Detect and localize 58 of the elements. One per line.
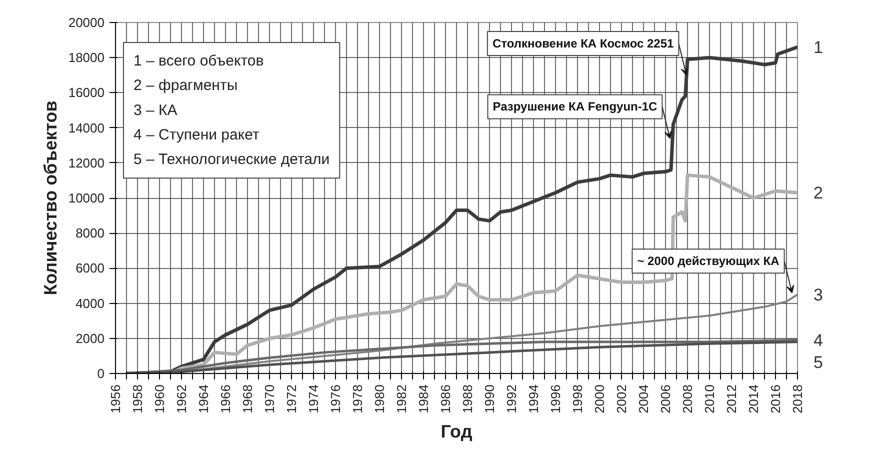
- x-tick-label: 1998: [570, 384, 585, 414]
- x-tick-label: 2008: [680, 384, 695, 414]
- y-tick-label: 10000: [68, 190, 105, 206]
- y-tick-label: 12000: [68, 155, 105, 170]
- x-tick-label: 1974: [306, 384, 321, 414]
- y-tick-label: 14000: [68, 120, 105, 136]
- y-tick-label: 20000: [68, 15, 105, 30]
- x-tick-label: 1962: [174, 384, 189, 414]
- series-label: 2: [814, 184, 823, 203]
- y-tick-label: 8000: [76, 226, 104, 241]
- x-axis-title: Год: [440, 421, 473, 442]
- x-tick-label: 1990: [482, 384, 497, 414]
- x-tick-label: 2002: [614, 384, 629, 414]
- y-axis-title: Количество объектов: [40, 100, 60, 296]
- x-tick-label: 1982: [394, 384, 409, 414]
- annotation: ~ 2000 действующих КА: [637, 254, 780, 268]
- x-tick-label: 1980: [372, 384, 387, 414]
- annotation: 2 – фрагменты: [134, 77, 238, 94]
- y-tick-label: 16000: [68, 85, 105, 100]
- series-label: 1: [814, 38, 823, 58]
- y-tick-label: 4000: [76, 296, 104, 311]
- x-tick-label: 1986: [438, 384, 453, 414]
- annotation: Разрушение КА Fengyun-1C: [492, 100, 658, 114]
- x-tick-label: 2014: [746, 384, 761, 414]
- x-tick-label: 1984: [416, 384, 431, 414]
- x-tick-label: 1992: [504, 384, 519, 414]
- x-tick-label: 1972: [284, 384, 299, 414]
- series-label: 3: [814, 286, 823, 305]
- series-label: 4: [814, 331, 823, 350]
- x-tick-label: 1956: [108, 384, 123, 414]
- x-tick-label: 2000: [592, 384, 607, 414]
- x-tick-label: 1996: [548, 384, 563, 414]
- annotation: 4 – Ступени ракет: [134, 126, 260, 144]
- x-tick-label: 1966: [218, 384, 233, 414]
- x-tick-label: 2004: [636, 384, 651, 414]
- x-tick-label: 1978: [350, 384, 365, 414]
- x-tick-label: 1964: [196, 384, 211, 414]
- x-tick-label: 2018: [790, 384, 805, 414]
- annotation: 3 – КА: [134, 102, 178, 119]
- x-tick-label: 1994: [526, 384, 541, 414]
- y-tick-label: 0: [97, 366, 105, 381]
- x-tick-label: 2010: [702, 384, 717, 414]
- x-tick-label: 1958: [130, 384, 145, 414]
- x-tick-label: 2016: [768, 384, 783, 414]
- x-tick-label: 1960: [152, 384, 167, 414]
- series-label: 5: [814, 353, 823, 372]
- annotation: 5 – Технологические детали: [134, 151, 330, 168]
- y-tick-label: 18000: [68, 50, 105, 66]
- annotation: Столкновение КА Космос 2251: [492, 36, 674, 51]
- x-tick-label: 2012: [724, 384, 739, 414]
- x-tick-label: 1976: [328, 384, 343, 414]
- y-tick-label: 6000: [76, 260, 104, 276]
- x-tick-label: 1968: [240, 384, 255, 414]
- x-tick-label: 1988: [460, 384, 475, 414]
- x-tick-label: 2006: [658, 384, 673, 414]
- x-tick-label: 1970: [262, 384, 277, 414]
- y-tick-label: 2000: [76, 330, 104, 346]
- annotation: 1 – всего объектов: [134, 52, 264, 70]
